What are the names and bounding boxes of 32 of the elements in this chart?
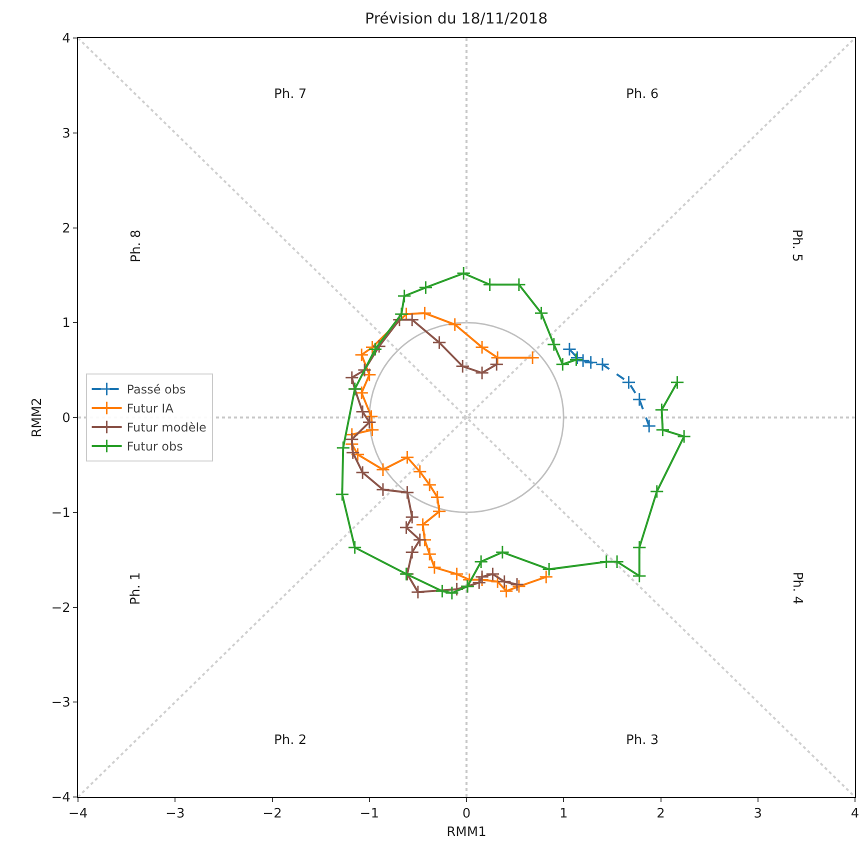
y-tick-label: 1 xyxy=(62,316,70,332)
annotation: Ph. 8 xyxy=(128,230,144,262)
annotation: Ph. 4 xyxy=(790,572,805,604)
x-tick-label: 1 xyxy=(559,806,568,822)
x-axis-title: RMM1 xyxy=(446,825,486,840)
x-tick-label: −2 xyxy=(262,806,282,822)
legend-label: Futur IA xyxy=(126,402,174,416)
y-tick-label: −1 xyxy=(51,506,70,521)
y-axis-title: RMM2 xyxy=(30,398,46,438)
chart-title: Prévision du 18/11/2018 xyxy=(365,9,548,28)
x-tick-label: 4 xyxy=(850,806,860,822)
y-tick-label: 3 xyxy=(62,126,70,142)
legend-label: Futur obs xyxy=(126,440,183,454)
y-tick-label: −4 xyxy=(51,790,70,806)
y-tick-label: −2 xyxy=(51,600,70,616)
x-tick-label: −3 xyxy=(166,806,185,822)
legend-label: Passé obs xyxy=(126,382,186,397)
y-tick-label: 2 xyxy=(62,221,70,236)
legend-label: Futur modèle xyxy=(126,420,206,435)
annotation: Ph. 7 xyxy=(274,87,307,102)
annotation: Ph. 6 xyxy=(626,87,659,102)
x-tick-label: 3 xyxy=(754,806,762,822)
x-tick-label: 0 xyxy=(462,806,471,822)
x-tick-label: −1 xyxy=(360,806,379,822)
y-tick-label: 4 xyxy=(62,32,70,47)
annotation: Ph. 3 xyxy=(626,733,659,748)
y-tick-label: −3 xyxy=(51,696,70,711)
annotation: Ph. 2 xyxy=(274,733,307,748)
annotation: Ph. 1 xyxy=(128,572,144,605)
y-tick-label: 0 xyxy=(62,411,70,426)
annotation: Ph. 5 xyxy=(789,229,804,262)
x-tick-label: 2 xyxy=(656,806,665,822)
